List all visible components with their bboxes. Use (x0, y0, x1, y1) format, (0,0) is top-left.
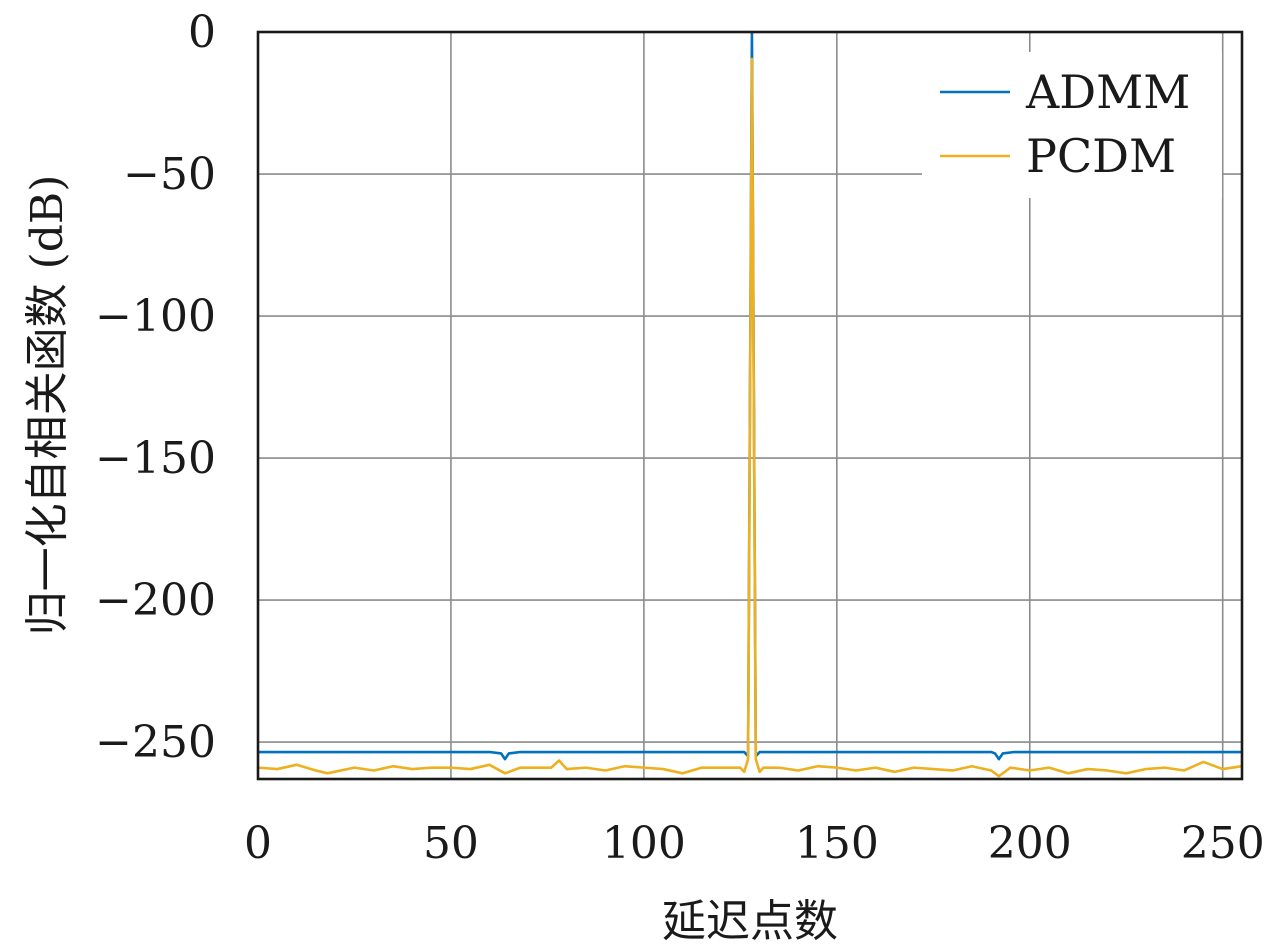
x-tick-label: 0 (244, 818, 272, 869)
x-tick-label: 150 (795, 818, 879, 869)
y-tick-label: −250 (95, 717, 216, 768)
legend-label-admm: ADMM (1025, 65, 1190, 119)
y-tick-label: −100 (95, 291, 216, 342)
y-tick-label: 0 (188, 7, 216, 58)
y-tick-labels: 0 −50 −100 −150 −200 −250 (95, 7, 216, 768)
x-tick-label: 100 (602, 818, 686, 869)
x-tick-label: 200 (988, 818, 1072, 869)
x-tick-labels: 0 50 100 150 200 250 (244, 818, 1265, 869)
y-tick-label: −50 (123, 149, 216, 200)
series-line-pcdm (257, 57, 1243, 778)
y-axis-label: 归一化自相关函数 (dB) (22, 175, 73, 636)
x-tick-label: 250 (1181, 818, 1265, 869)
legend-label-pcdm: PCDM (1026, 129, 1176, 183)
plot-frame (256, 30, 1244, 781)
y-tick-label: −150 (95, 433, 216, 484)
x-tick-label: 50 (423, 818, 479, 869)
legend-box (922, 52, 1222, 198)
y-tick-label: −200 (95, 575, 216, 626)
x-axis-label: 延迟点数 (662, 896, 838, 947)
legend: ADMM PCDM (922, 52, 1222, 198)
